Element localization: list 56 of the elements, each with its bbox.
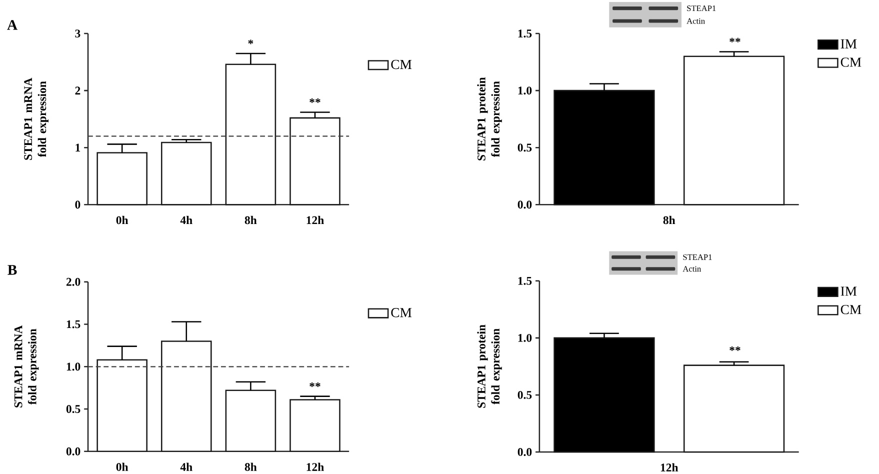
bar [160,340,212,452]
y-tick-label: 0.0 [518,200,532,209]
y-tick-label: 0.5 [518,144,532,152]
chart-title: B [8,265,17,275]
legend-label: CM [391,308,412,318]
y-tick-label: 1.0 [66,362,80,371]
y-axis-title: STEAP1 protein fold expression [477,77,502,160]
x-tick-label: 0h [116,216,128,224]
legend-label: CM [391,60,412,69]
x-tick-label: 4h [180,462,192,471]
x-tick-label: 12h [306,462,324,471]
y-tick-label: 1.0 [518,86,532,94]
legend-label: IM [840,39,857,48]
x-tick-label: 12h [306,216,324,224]
y-tick-label: 0.5 [66,404,80,413]
x-tick-label: 4h [180,216,192,224]
y-axis-title: STEAP1 protein fold expression [477,324,502,408]
y-tick-label: 0 [75,200,80,208]
annotation: ** [310,382,320,387]
legend-label: CM [840,58,862,67]
y-axis-title: STEAP1 mRNA fold expression [14,325,39,408]
y-tick-label: 2 [75,86,80,94]
chart-title: A [7,20,18,30]
y-tick-label: 1 [76,144,80,152]
annotation: ** [310,98,320,103]
y-tick-label: 1.5 [518,276,532,285]
y-tick-label: 0.5 [518,390,532,399]
x-tick-label: 8h [244,462,257,471]
y-tick-label: 1.0 [518,334,532,342]
text: Actin [686,18,705,24]
x-tick-label: 12h [660,463,678,472]
y-axis-title: STEAP1 mRNA fold expression [24,78,49,160]
text: STEAP1 [683,254,712,260]
annotation: * [248,40,254,44]
y-tick-label: 3 [75,29,80,38]
y-tick-label: 1.5 [66,320,80,328]
y-tick-label: 2.0 [66,278,80,286]
bar [225,390,276,452]
annotation: ** [730,38,740,42]
annotation: ** [730,346,740,351]
legend-label: CM [840,304,862,314]
bar [96,152,148,206]
x-tick-label: 8h [244,216,257,224]
bar [290,117,340,206]
y-tick-label: 1.5 [518,29,532,38]
text: Actin [682,266,702,272]
x-tick-label: 0h [116,462,128,471]
y-tick-label: 0.0 [518,448,532,456]
bar [160,142,212,206]
x-tick-label: 8h [663,216,676,224]
y-tick-label: 0.0 [66,447,80,456]
bar [225,64,276,206]
bar [96,359,148,452]
text: STEAP1 [687,5,716,11]
legend-label: IM [840,286,857,296]
bar [290,398,340,452]
